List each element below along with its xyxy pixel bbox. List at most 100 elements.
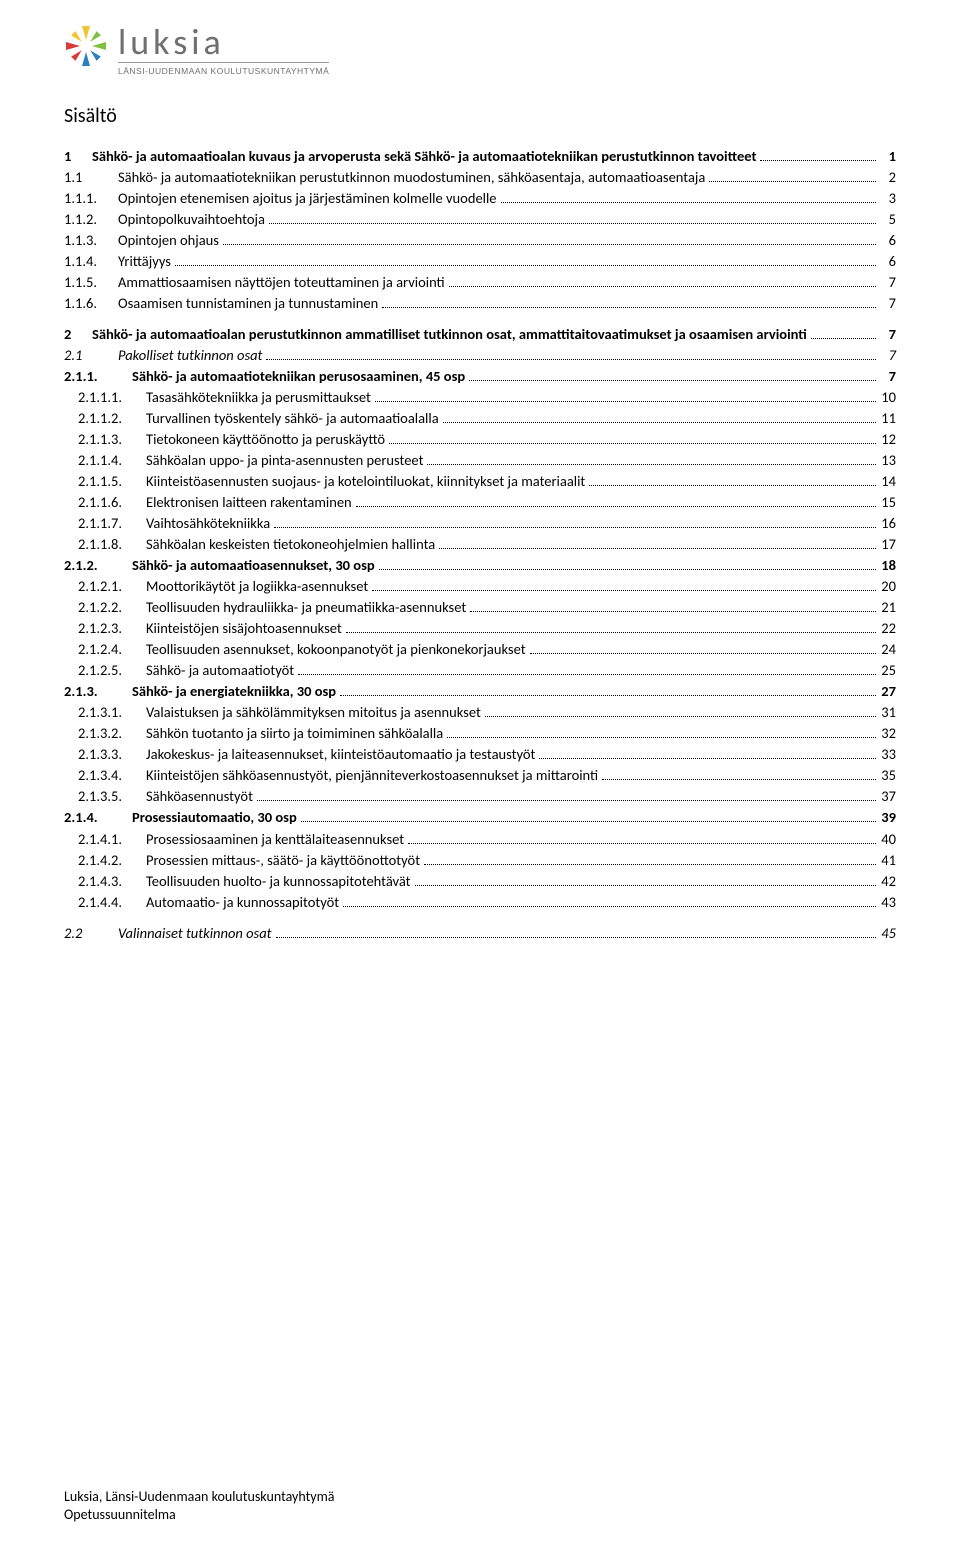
toc-entry-label: Teollisuuden huolto- ja kunnossapitoteht… [146, 871, 413, 892]
toc-entry[interactable]: 2.1.2.4.Teollisuuden asennukset, kokoonp… [64, 639, 896, 660]
toc-entry[interactable]: 2.1.2.3.Kiinteistöjen sisäjohtoasennukse… [64, 618, 896, 639]
toc-entry-page: 20 [878, 576, 896, 597]
dot-leader [269, 210, 876, 224]
toc-entry[interactable]: 1 Sähkö- ja automaatioalan kuvaus ja arvo… [64, 146, 896, 167]
toc-entry[interactable]: 2.2Valinnaiset tutkinnon osat45 [64, 923, 896, 944]
dot-leader [343, 893, 876, 907]
toc-entry[interactable]: 2.1.3.Sähkö- ja energiatekniikka, 30 osp… [64, 681, 896, 702]
toc-entry-number: 2.1.3.1. [64, 702, 146, 723]
toc-entry-page: 41 [878, 850, 896, 871]
toc-entry-label: Kiinteistöjen sähköasennustyöt, pienjänn… [146, 765, 600, 786]
toc-entry-page: 21 [878, 597, 896, 618]
toc-entry-label: Jakokeskus- ja laiteasennukset, kiinteis… [146, 744, 537, 765]
toc-entry[interactable]: 1.1.5.Ammattiosaamisen näyttöjen toteutt… [64, 272, 896, 293]
toc-entry[interactable]: 1.1.2.Opintopolkuvaihtoehtoja5 [64, 209, 896, 230]
toc-entry-label: Sähkö- ja automaatioasennukset, 30 osp [132, 555, 377, 576]
toc-entry[interactable]: 2.1.2.2.Teollisuuden hydrauliikka- ja pn… [64, 597, 896, 618]
dot-leader [602, 766, 876, 780]
toc-entry-label: Opintopolkuvaihtoehtoja [118, 209, 267, 230]
toc-entry-label: Elektronisen laitteen rakentaminen [146, 492, 354, 513]
toc-entry[interactable]: 2Sähkö- ja automaatioalan perustutkinnon… [64, 324, 896, 345]
toc-entry[interactable]: 2.1.1.Sähkö- ja automaatiotekniikan peru… [64, 366, 896, 387]
toc-entry-number: 2.1.1. [64, 366, 132, 387]
toc-entry[interactable]: 2.1.3.3.Jakokeskus- ja laiteasennukset, … [64, 744, 896, 765]
toc-entry-page: 2 [878, 167, 896, 188]
toc-entry[interactable]: 2.1.4.1.Prosessiosaaminen ja kenttälaite… [64, 829, 896, 850]
toc-entry[interactable]: 2.1.1.4.Sähköalan uppo- ja pinta-asennus… [64, 450, 896, 471]
toc-entry-page: 43 [878, 892, 896, 913]
toc-entry-page: 17 [878, 534, 896, 555]
toc-entry-label: Prosessiautomaatio, 30 osp [132, 807, 299, 828]
dot-leader [274, 514, 876, 528]
toc-entry-page: 15 [878, 492, 896, 513]
toc-entry-label: Osaamisen tunnistaminen ja tunnustaminen [118, 293, 380, 314]
toc-entry-label: Prosessiosaaminen ja kenttälaiteasennuks… [146, 829, 406, 850]
toc-entry-label: Pakolliset tutkinnon osat [118, 345, 264, 366]
toc-entry[interactable]: 2.1.1.3.Tietokoneen käyttöönotto ja peru… [64, 429, 896, 450]
toc-entry-page: 22 [878, 618, 896, 639]
toc-entry-number: 2.1.1.2. [64, 408, 146, 429]
toc-entry[interactable]: 1.1.3.Opintojen ohjaus6 [64, 230, 896, 251]
toc-entry-label: Sähkön tuotanto ja siirto ja toimiminen … [146, 723, 445, 744]
toc-entry[interactable]: 2.1.2.5.Sähkö- ja automaatiotyöt25 [64, 660, 896, 681]
dot-leader [375, 388, 876, 402]
toc-entry[interactable]: 2.1.4.3.Teollisuuden huolto- ja kunnossa… [64, 871, 896, 892]
dot-leader [266, 346, 876, 360]
toc-entry[interactable]: 1.1Sähkö- ja automaatiotekniikan perustu… [64, 167, 896, 188]
dot-leader [415, 871, 876, 885]
toc-entry[interactable]: 2.1Pakolliset tutkinnon osat7 [64, 345, 896, 366]
dot-leader [301, 808, 876, 822]
dot-leader [530, 640, 876, 654]
toc-entry[interactable]: 2.1.3.1.Valaistuksen ja sähkölämmityksen… [64, 702, 896, 723]
toc-entry-label: Tietokoneen käyttöönotto ja peruskäyttö [146, 429, 387, 450]
toc-entry[interactable]: 2.1.1.5.Kiinteistöasennusten suojaus- ja… [64, 471, 896, 492]
toc-entry-page: 6 [878, 230, 896, 251]
toc-entry-label: Prosessien mittaus-, säätö- ja käyttööno… [146, 850, 422, 871]
dot-leader [709, 168, 876, 182]
toc-entry[interactable]: 2.1.4.2.Prosessien mittaus-, säätö- ja k… [64, 850, 896, 871]
toc-entry-label: Vaihtosähkötekniikka [146, 513, 272, 534]
toc-entry-label: Sähkö- ja automaatioalan kuvaus ja arvop… [92, 146, 758, 167]
toc-entry-number: 2.1.1.1. [64, 387, 146, 408]
dot-leader [389, 430, 876, 444]
dot-leader [424, 850, 876, 864]
toc-entry[interactable]: 2.1.1.8.Sähköalan keskeisten tietokoneoh… [64, 534, 896, 555]
toc-entry-page: 16 [878, 513, 896, 534]
toc-entry[interactable]: 2.1.4.4.Automaatio- ja kunnossapitotyöt4… [64, 892, 896, 913]
toc-entry-number: 1.1.6. [64, 293, 118, 314]
toc-entry[interactable]: 2.1.1.7.Vaihtosähkötekniikka 16 [64, 513, 896, 534]
brand-header: luksia LÄNSI-UUDENMAAN KOULUTUSKUNTAYHTY… [64, 24, 896, 76]
toc-entry[interactable]: 2.1.3.5.Sähköasennustyöt37 [64, 786, 896, 807]
dot-leader [501, 189, 876, 203]
toc-entry-number: 2.1.2.1. [64, 576, 146, 597]
toc-entry-page: 1 [878, 146, 896, 167]
toc-entry[interactable]: 2.1.1.2.Turvallinen työskentely sähkö- j… [64, 408, 896, 429]
toc-entry-number: 2.1.3. [64, 681, 132, 702]
toc-entry-label: Valinnaiset tutkinnon osat [118, 923, 274, 944]
toc-entry-number: 2.1.4. [64, 807, 132, 828]
dot-leader [443, 409, 876, 423]
toc-entry-label: Sähkö- ja energiatekniikka, 30 osp [132, 681, 338, 702]
toc-entry[interactable]: 2.1.3.2.Sähkön tuotanto ja siirto ja toi… [64, 723, 896, 744]
dot-leader [449, 273, 876, 287]
toc-entry[interactable]: 1.1.1.Opintojen etenemisen ajoitus ja jä… [64, 188, 896, 209]
toc-entry[interactable]: 2.1.3.4.Kiinteistöjen sähköasennustyöt, … [64, 765, 896, 786]
toc-entry[interactable]: 2.1.4.Prosessiautomaatio, 30 osp39 [64, 807, 896, 828]
toc-entry-label: Opintojen ohjaus [118, 230, 221, 251]
toc-entry[interactable]: 2.1.2.1.Moottorikäytöt ja logiikka-asenn… [64, 576, 896, 597]
toc-entry[interactable]: 2.1.2.Sähkö- ja automaatioasennukset, 30… [64, 555, 896, 576]
toc-entry-number: 2.1.3.3. [64, 744, 146, 765]
toc-entry-number: 2 [64, 324, 92, 345]
toc-entry[interactable]: 2.1.1.6.Elektronisen laitteen rakentamin… [64, 492, 896, 513]
toc-entry-number: 2.1.1.4. [64, 450, 146, 471]
toc-entry-page: 32 [878, 723, 896, 744]
toc-entry-page: 24 [878, 639, 896, 660]
toc-entry[interactable]: 2.1.1.1.Tasasähkötekniikka ja perusmitta… [64, 387, 896, 408]
dot-leader [175, 252, 876, 266]
toc-entry[interactable]: 1.1.6.Osaamisen tunnistaminen ja tunnust… [64, 293, 896, 314]
toc-entry-number: 2.1.1.7. [64, 513, 146, 534]
toc-entry-number: 2.1.1.5. [64, 471, 146, 492]
dot-leader [298, 661, 876, 675]
toc-entry[interactable]: 1.1.4.Yrittäjyys6 [64, 251, 896, 272]
dot-leader [340, 682, 876, 696]
